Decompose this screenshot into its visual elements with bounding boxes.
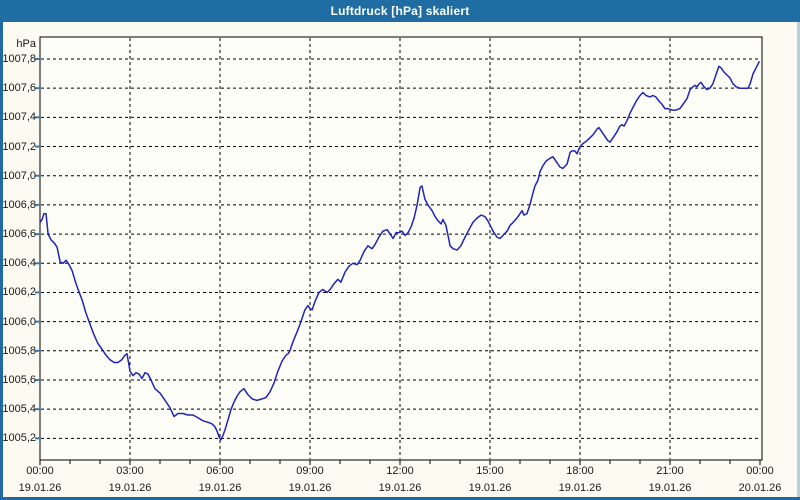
plot-area <box>39 36 763 461</box>
pressure-series-line <box>39 61 760 441</box>
chart-titlebar: Luftdruck [hPa] skaliert <box>0 0 800 22</box>
y-axis-label: 1006,2 <box>2 286 36 298</box>
chart-title: Luftdruck [hPa] skaliert <box>330 4 470 18</box>
y-axis-label: 1007,2 <box>2 141 36 153</box>
y-axis-label: 1006,0 <box>2 316 36 328</box>
y-axis-label: 1006,4 <box>2 257 36 269</box>
y-axis-unit-label: hPa <box>16 38 36 50</box>
x-axis-date-label: 20.01.26 <box>738 482 782 494</box>
x-axis-time-label: 09:00 <box>296 465 324 477</box>
x-axis-time-label: 12:00 <box>386 465 414 477</box>
x-axis-time-label: 06:00 <box>206 465 234 477</box>
y-axis-label: 1007,0 <box>2 170 36 182</box>
x-axis-date-label: 19.01.26 <box>648 482 692 494</box>
x-axis-date-label: 19.01.26 <box>198 482 242 494</box>
x-axis-date-label: 19.01.26 <box>558 482 602 494</box>
x-axis-time-label: 03:00 <box>116 465 144 477</box>
x-axis-date-label: 19.01.26 <box>468 482 512 494</box>
y-axis-label: 1005,8 <box>2 345 36 357</box>
y-axis-label: 1007,4 <box>2 111 36 123</box>
y-axis-label: 1005,4 <box>2 403 36 415</box>
y-axis-label: 1005,6 <box>2 374 36 386</box>
x-axis-date-label: 19.01.26 <box>18 482 62 494</box>
window-border-right <box>797 22 800 500</box>
x-axis-time-label: 15:00 <box>476 465 504 477</box>
x-axis-time-label: 00:00 <box>26 465 54 477</box>
window-border-left <box>0 22 3 500</box>
y-axis-label: 1007,6 <box>2 82 36 94</box>
y-axis-label: 1006,8 <box>2 199 36 211</box>
x-axis-date-label: 19.01.26 <box>108 482 152 494</box>
y-axis-label: 1007,8 <box>2 53 36 65</box>
x-axis-time-label: 21:00 <box>656 465 684 477</box>
y-axis-label: 1006,6 <box>2 228 36 240</box>
x-axis-time-label: 18:00 <box>566 465 594 477</box>
x-axis-date-label: 19.01.26 <box>378 482 422 494</box>
x-axis-date-label: 19.01.26 <box>288 482 332 494</box>
window-border-bottom <box>0 497 800 500</box>
x-axis-time-label: 00:00 <box>746 465 774 477</box>
y-axis-label: 1005,2 <box>2 432 36 444</box>
